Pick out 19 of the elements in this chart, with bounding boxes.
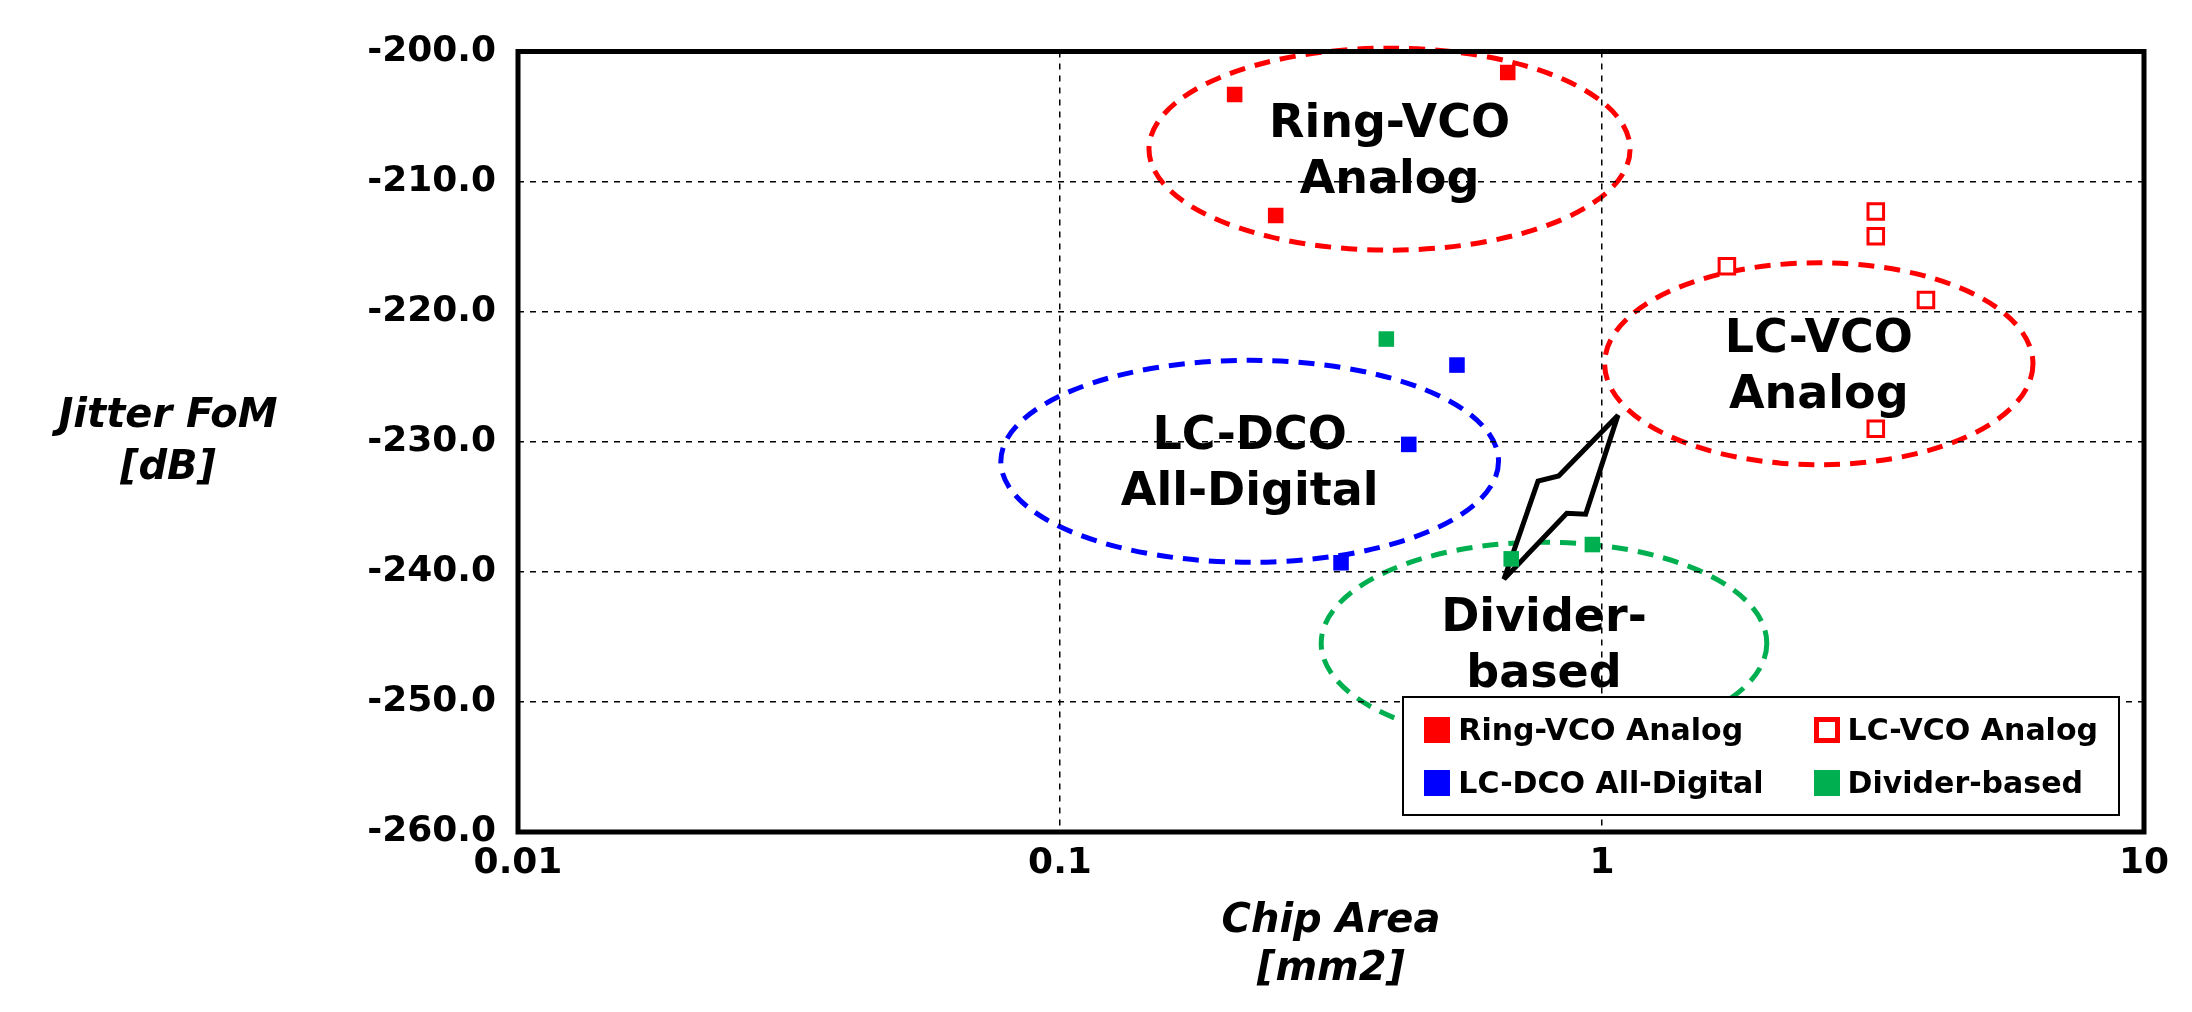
- y-tick-label: -240.0: [367, 548, 496, 590]
- legend-label: LC-DCO All-Digital: [1458, 765, 1764, 800]
- legend-label: LC-VCO Analog: [1847, 712, 2098, 747]
- y-tick-label: -210.0: [367, 158, 496, 200]
- y-tick-label: -230.0: [367, 418, 496, 460]
- annotation: LC-DCO All-Digital: [1119, 405, 1380, 518]
- y-tick-label: -220.0: [367, 288, 496, 330]
- legend-label: Ring-VCO Analog: [1458, 712, 1744, 747]
- y-tick-label: -250.0: [367, 678, 496, 720]
- annotation: Divider-based: [1440, 587, 1648, 700]
- y-axis-title: Jitter FoM [dB]: [51, 388, 279, 490]
- x-tick-label: 1: [1589, 839, 1615, 881]
- x-tick-label: 10: [2118, 839, 2170, 881]
- annotation: Ring-VCO Analog: [1268, 93, 1512, 206]
- annotation: LC-VCO Analog: [1723, 307, 1914, 420]
- legend-label: Divider-based: [1847, 765, 2084, 800]
- x-axis-title: Chip Area [mm2]: [1220, 894, 1442, 990]
- y-tick-label: -200.0: [367, 27, 496, 69]
- x-tick-label: 0.1: [1028, 839, 1092, 881]
